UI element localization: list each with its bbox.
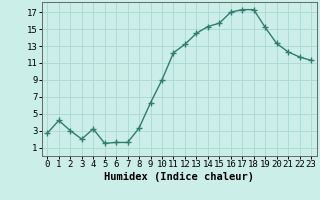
X-axis label: Humidex (Indice chaleur): Humidex (Indice chaleur): [104, 172, 254, 182]
